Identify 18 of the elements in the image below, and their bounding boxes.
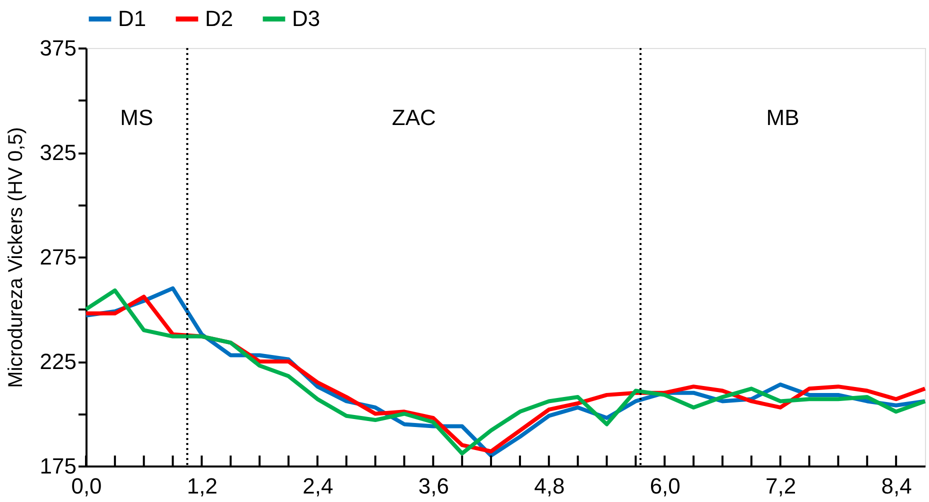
x-tick-label: 2,4 [302,474,334,498]
x-tick-label: 4,8 [534,474,565,498]
legend-label: D1 [118,6,146,31]
x-tick-label: 6,0 [650,474,680,498]
y-axis-title: Microdureza Vickers (HV 0,5) [4,127,27,388]
x-tick-label: 1,2 [186,474,218,498]
annotation: ZAC [392,105,436,130]
y-tick-label: 375 [40,36,76,60]
annotation: MB [766,105,800,130]
x-tick-label: 7,2 [766,474,796,498]
y-tick-label: 225 [40,349,76,374]
y-tick-label: 275 [40,244,76,270]
annotation: MS [120,105,154,130]
y-tick-label: 325 [40,140,76,165]
x-tick-label: 3,6 [418,474,449,498]
x-tick-label: 8,4 [881,474,912,498]
legend-label: D3 [292,6,320,31]
legend-label: D2 [205,6,234,31]
